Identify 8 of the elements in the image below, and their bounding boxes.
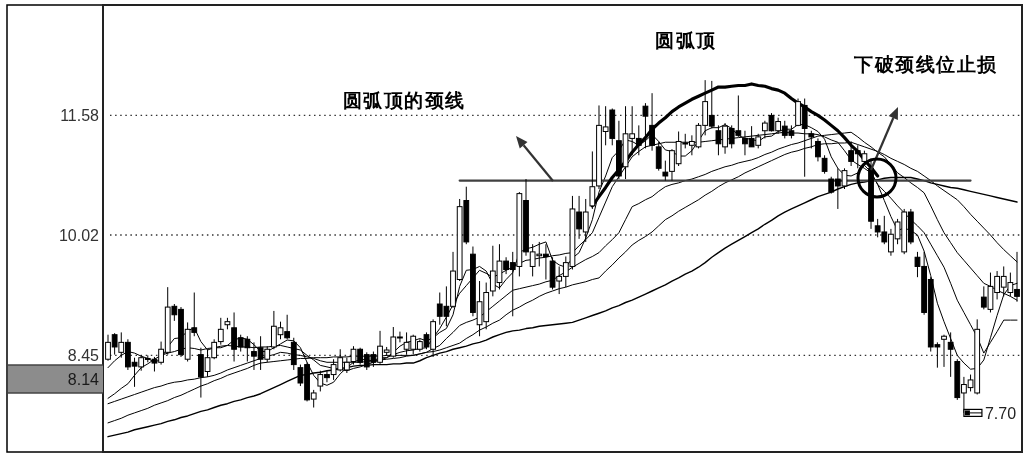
- annotation: 8.14: [67, 371, 99, 388]
- annotation: 下破颈线位止损: [854, 54, 998, 75]
- y-tick-label: 11.58: [60, 107, 99, 125]
- y-tick-label: 8.45: [67, 347, 99, 365]
- annotation: 圆弧顶的颈线: [342, 90, 466, 111]
- value-label: 7.70: [984, 404, 1017, 422]
- annotation: 圆弧顶: [655, 30, 717, 51]
- y-tick-label: 10.02: [58, 227, 99, 244]
